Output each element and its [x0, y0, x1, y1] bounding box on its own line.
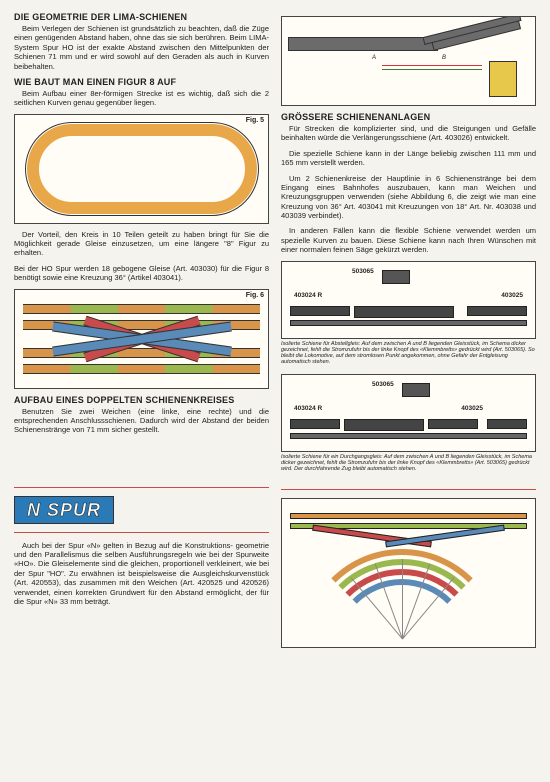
sec2-body2: Der Vorteil, den Kreis in 10 Teilen gete… — [14, 230, 269, 258]
nspur-text: N SPUR — [27, 500, 101, 520]
sec3-title: AUFBAU EINES DOPPELTEN SCHIENENKREISES — [14, 395, 269, 405]
page: DIE GEOMETRIE DER LIMA-SCHIENEN Beim Ver… — [0, 0, 550, 666]
isolation-diagram-1: 503065 403024 R 403025 — [281, 261, 536, 339]
sec2-body1: Beim Aufbau einer 8er-förmigen Strecke i… — [14, 89, 269, 108]
iso2-caption: Isolierte Schiene für ein Durchgangsglei… — [281, 454, 536, 473]
terminal-block-icon — [382, 270, 410, 284]
figure-5: Fig. 5 — [14, 114, 269, 224]
iso2-label2: 403024 R — [294, 405, 322, 412]
iso1-caption: Isolierte Schiene für Abstellgleis: Auf … — [281, 341, 536, 366]
iso2-label1: 503065 — [372, 381, 394, 388]
sec4-p1: Für Strecken die komplizierter sind, und… — [281, 124, 536, 143]
sec1-title: DIE GEOMETRIE DER LIMA-SCHIENEN — [14, 12, 269, 22]
sec4-p3: Um 2 Schienenkreise der Hauptlinie in 6 … — [281, 174, 536, 221]
nspur-badge: N SPUR — [14, 496, 114, 524]
right-column: A B GRÖSSERE SCHIENENANLAGEN Für Strecke… — [281, 12, 536, 654]
fig6-label: Fig. 6 — [246, 292, 264, 299]
sec2-body3: Bei der HO Spur werden 18 gebogene Gleis… — [14, 264, 269, 283]
switch-label-a: A — [372, 55, 376, 61]
figure-6: Fig. 6 — [14, 289, 269, 389]
switch-diagram: A B — [281, 16, 536, 106]
switch-label-b: B — [442, 55, 446, 61]
left-column: DIE GEOMETRIE DER LIMA-SCHIENEN Beim Ver… — [14, 12, 269, 654]
curve-geometry-diagram — [281, 498, 536, 648]
sec4-title: GRÖSSERE SCHIENENANLAGEN — [281, 112, 536, 122]
sec2-title: WIE BAUT MAN EINEN FIGUR 8 AUF — [14, 77, 269, 87]
iso2-label3: 403025 — [461, 405, 483, 412]
nspur-body: Auch bei der Spur «N» gelten in Bezug au… — [14, 541, 269, 607]
sec3-body: Benutzen Sie zwei Weichen (eine linke, e… — [14, 407, 269, 435]
iso1-label2: 403024 R — [294, 292, 322, 299]
fig5-label: Fig. 5 — [246, 117, 264, 124]
sec1-body: Beim Verlegen der Schienen ist grundsätz… — [14, 24, 269, 71]
terminal-block-icon — [402, 383, 430, 397]
sec4-p4: In anderen Fällen kann die flexible Schi… — [281, 226, 536, 254]
sec4-p2: Die spezielle Schiene kann in der Länge … — [281, 149, 536, 168]
iso1-label1: 503065 — [352, 268, 374, 275]
iso1-label3: 403025 — [501, 292, 523, 299]
isolation-diagram-2: 503065 403024 R 403025 — [281, 374, 536, 452]
oval-track — [27, 124, 257, 214]
